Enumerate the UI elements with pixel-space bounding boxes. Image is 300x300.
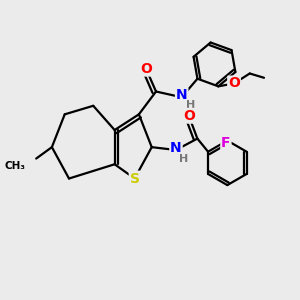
Text: F: F [221, 136, 231, 150]
Text: H: H [179, 154, 189, 164]
Text: O: O [228, 76, 240, 91]
Text: H: H [186, 100, 195, 110]
Text: O: O [183, 109, 195, 123]
Text: S: S [130, 172, 140, 185]
Text: N: N [176, 88, 188, 102]
Text: O: O [140, 62, 152, 76]
Text: CH₃: CH₃ [4, 161, 26, 171]
Text: N: N [170, 141, 182, 155]
